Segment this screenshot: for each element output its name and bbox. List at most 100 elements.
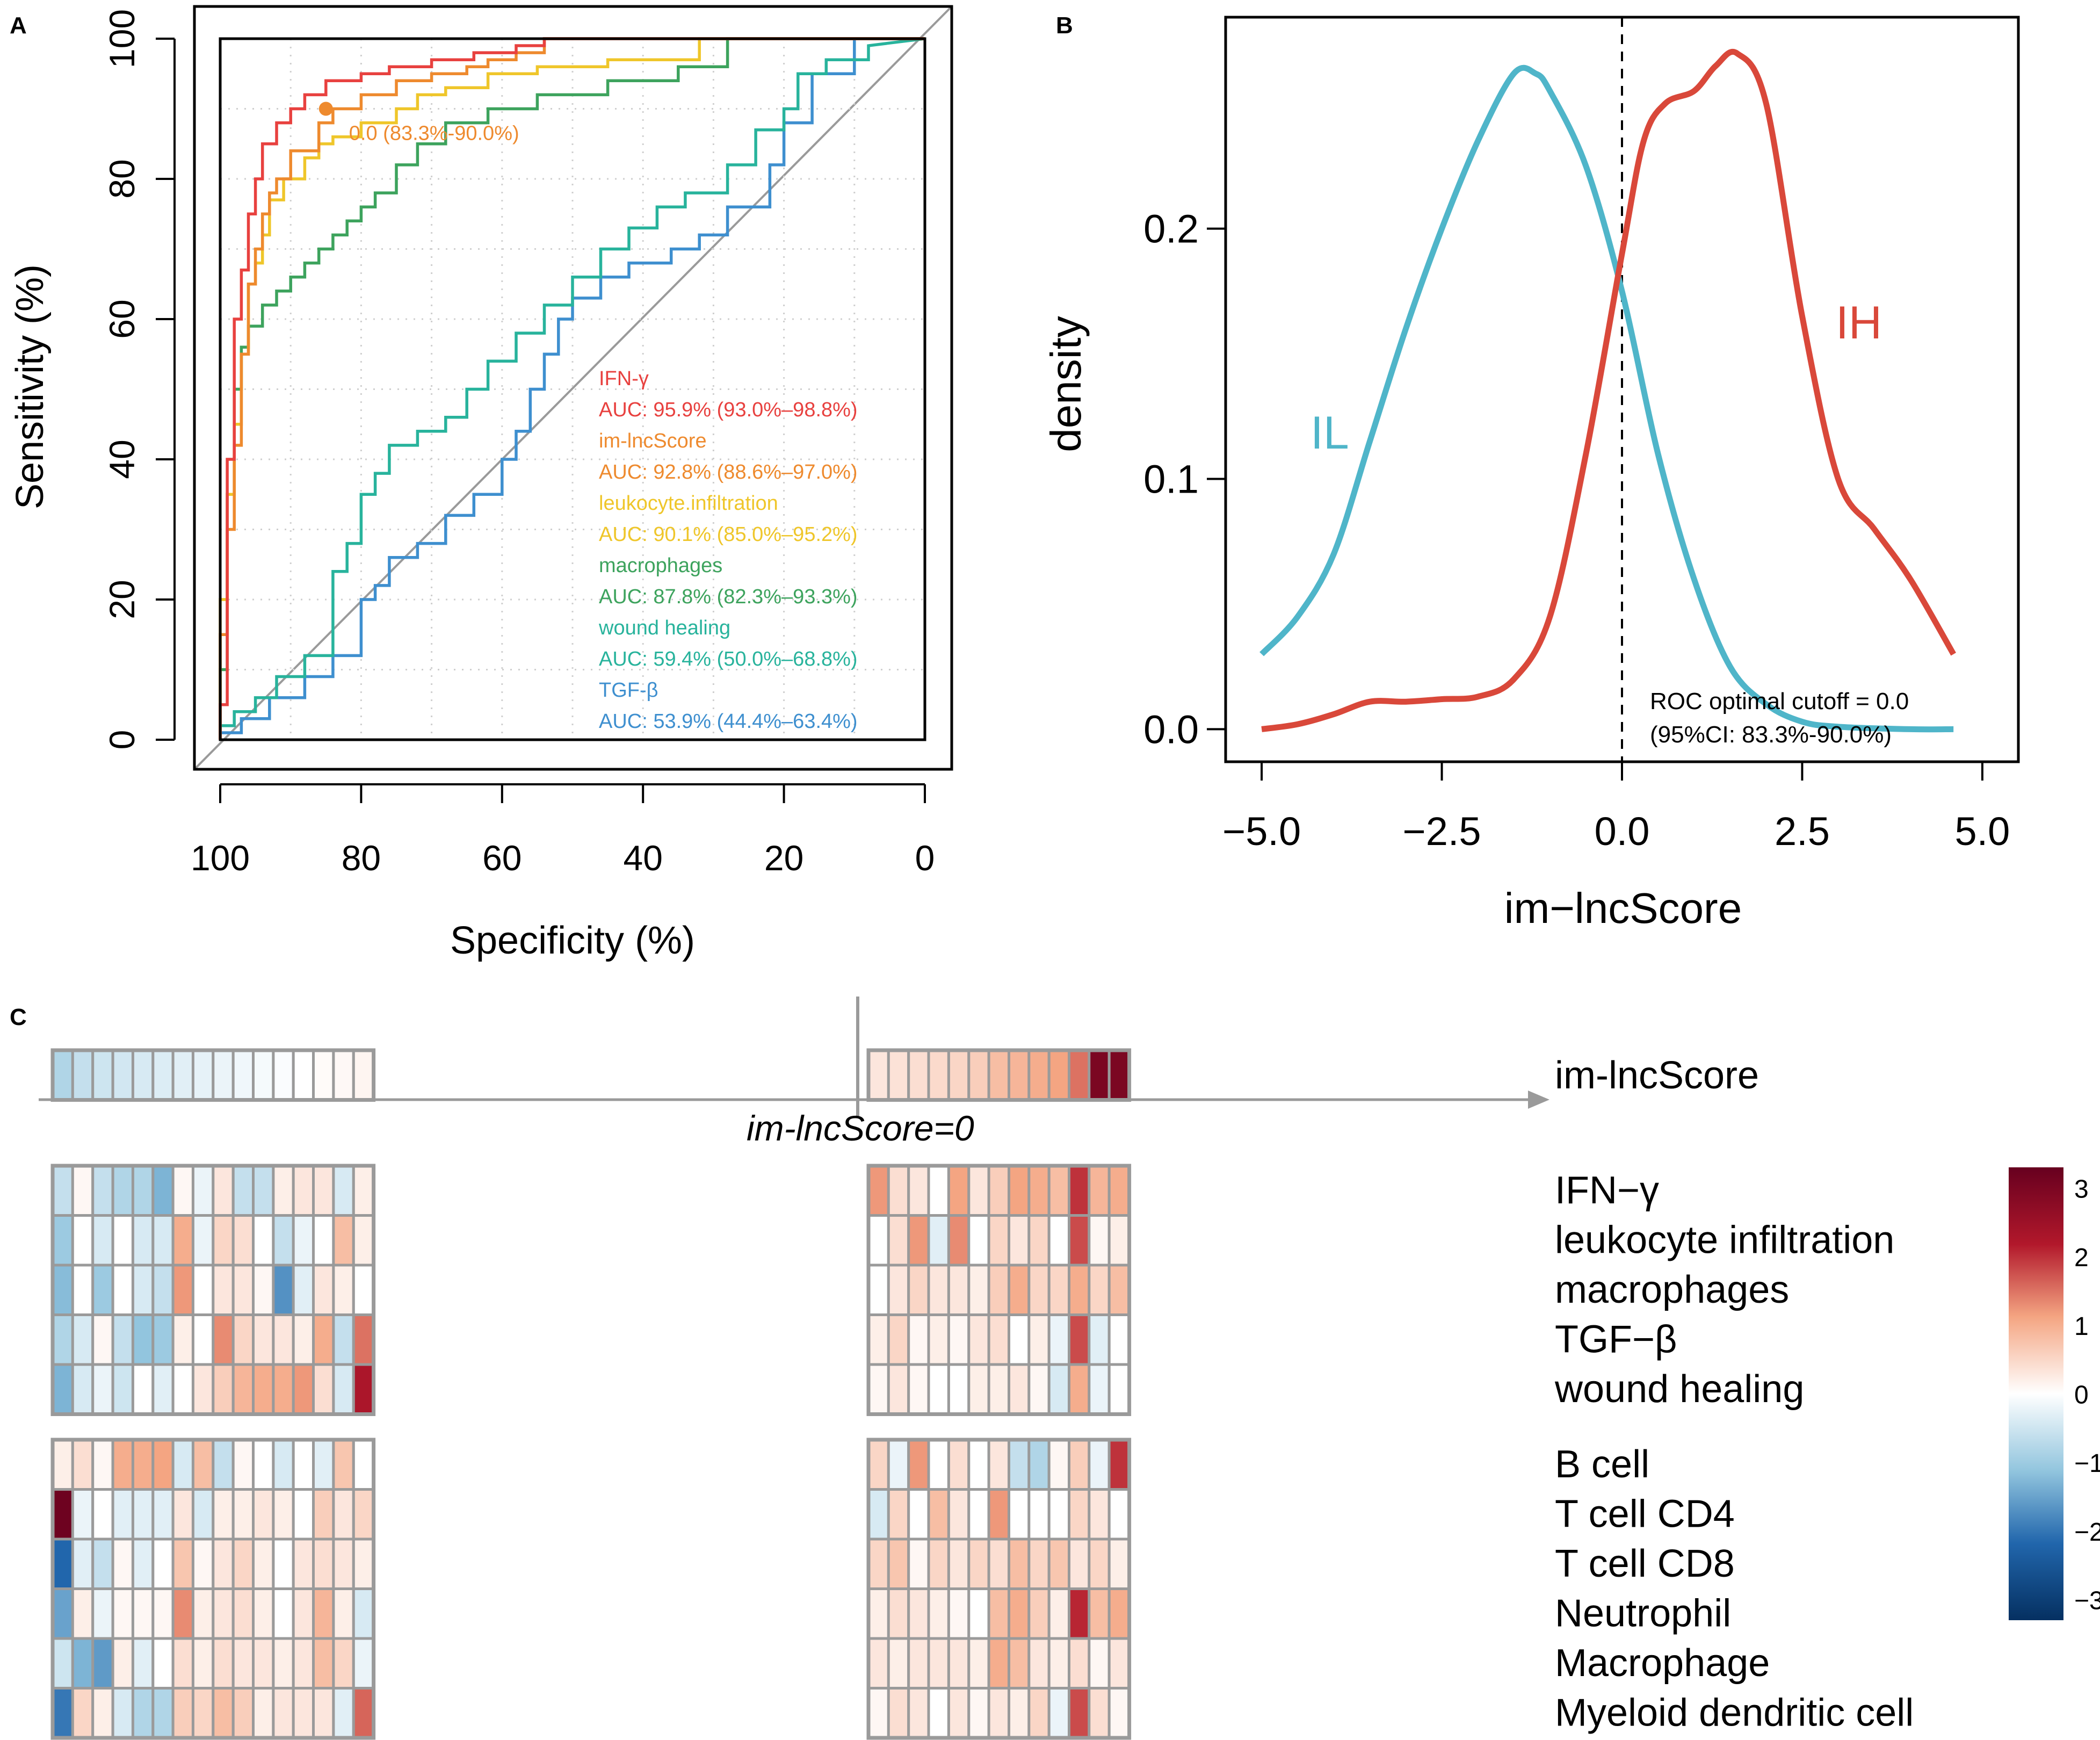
heatmap-cell [111,1164,135,1217]
heatmap-block-frame [866,1438,1132,1740]
heatmap-cell [1088,1214,1111,1267]
heatmap-cell [312,1438,335,1491]
heatmap-cell [927,1049,950,1101]
heatmap-cell [212,1214,235,1267]
roc-chart: 0.0 (83.3%-90.0%) IFN-γ AUC: 95.9% (93.0%… [9,5,953,962]
heatmap-cell [312,1488,335,1541]
heatmap-cell [191,1438,215,1491]
heatmap-cell [51,1537,74,1590]
roc-curve [219,37,925,740]
heatmap-cell [51,1438,74,1491]
heatmap-cell [1008,1363,1031,1416]
heatmap-cell [212,1687,235,1739]
heatmap-cell [252,1164,275,1217]
heatmap-cell [272,1488,295,1541]
heatmap-cell [332,1214,355,1267]
colorbar-ticks: 3 2 1 0 −1 −2 −3 [2074,1175,2100,1615]
heatmap-cell [171,1049,195,1101]
heatmap-cell [1068,1637,1091,1690]
density-curve-ih [1261,49,1956,732]
heatmap-cell [111,1488,135,1541]
heatmap-cell [231,1687,255,1739]
heatmap-cell [151,1438,175,1491]
heatmap-cell [1047,1363,1071,1416]
heatmap-block-frame [50,1438,376,1740]
heatmap-cell [987,1264,1010,1316]
heatmap-cell [1107,1637,1131,1690]
heatmap-cell [352,1313,375,1366]
heatmap-cell [51,1214,74,1267]
heatmap-cell [947,1164,971,1217]
heatmap-cell [987,1049,1010,1101]
heatmap-cell [151,1537,175,1590]
heatmap-cell [231,1363,255,1416]
heatmap-cell [1027,1637,1051,1690]
heatmap-row-label: leukocyte infiltration [1555,1219,1894,1262]
heatmap-cell [1027,1537,1051,1590]
density-x-axis: −5.0 −2.5 0.0 2.5 5.0 [1222,760,2010,854]
heatmap-cell [987,1363,1010,1416]
heatmap-cell [332,1488,355,1541]
heatmap-cell [272,1264,295,1316]
heatmap-cell [352,1488,375,1541]
roc-x-tick-label: 40 [623,838,662,878]
heatmap-cell [907,1313,930,1366]
heatmap-cell [1027,1587,1051,1640]
heatmap-cell [292,1537,315,1590]
colorbar-tick-label: 1 [2074,1312,2089,1341]
heatmap-cell [867,1214,890,1267]
heatmap-cell [171,1438,195,1491]
heatmap-cell [1008,1438,1031,1491]
heatmap-cell [927,1214,950,1267]
heatmap-cell [292,1049,315,1101]
heatmap-cell [987,1438,1010,1491]
roc-legend-name: TGF-β [599,679,658,702]
heatmap-cell [131,1637,155,1690]
density-x-tick-label: 0.0 [1595,809,1650,854]
heatmap-cell [1047,1687,1071,1739]
heatmap-cell [71,1687,95,1739]
heatmap-cell [907,1049,930,1101]
heatmap-cell [1088,1537,1111,1590]
heatmap-cell [151,1687,175,1739]
heatmap-cell [91,1537,114,1590]
heatmap-block-frame [50,1164,376,1416]
heatmap-cell [191,1587,215,1640]
heatmap-cell [1107,1214,1131,1267]
heatmap-cell [1088,1313,1111,1366]
heatmap-cell [1107,1313,1131,1366]
heatmap-cell [292,1363,315,1416]
heatmap-row-label: Neutrophil [1555,1592,1731,1635]
heatmap-cell [272,1687,295,1739]
heatmap-cell [887,1049,910,1101]
roc-legend-auc: AUC: 92.8% (88.6%–97.0%) [599,461,858,483]
heatmap-cell [51,1488,74,1541]
heatmap-cell [71,1164,95,1217]
heatmap-cell [1008,1587,1031,1640]
heatmap-cell [352,1637,375,1690]
roc-legend-name: IFN-γ [599,367,649,390]
panel-label-a: A [10,12,27,39]
roc-x-axis: 100 80 60 40 20 0 [191,783,935,878]
heatmap-cell [887,1264,910,1316]
heatmap-cell [1068,1164,1091,1217]
heatmap-cell [212,1637,235,1690]
roc-legend-name: im-lncScore [599,430,707,452]
heatmap-cell [967,1264,990,1316]
heatmap-cell [272,1637,295,1690]
heatmap-cell [1107,1164,1131,1217]
heatmap-cell [91,1264,114,1316]
heatmap-cell [1047,1488,1071,1541]
heatmap-cell [947,1537,971,1590]
heatmap-cell [71,1313,95,1366]
heatmap-cell [91,1313,114,1366]
heatmap-cell [887,1587,910,1640]
density-label-il: IL [1310,407,1349,459]
heatmap-cell [171,1264,195,1316]
panel-label-b: B [1056,12,1073,39]
heatmap-cell [332,1264,355,1316]
heatmap-cell [987,1313,1010,1366]
heatmap-cell [171,1637,195,1690]
heatmap-cell [352,1687,375,1739]
heatmap-cell [332,1164,355,1217]
